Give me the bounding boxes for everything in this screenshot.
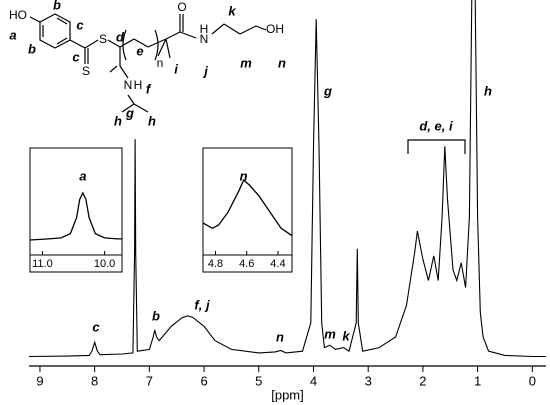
inset-label: n: [240, 168, 248, 183]
structure-label: b: [53, 0, 61, 12]
x-tick-label: 2: [419, 373, 426, 388]
x-tick-label: 4: [310, 373, 317, 388]
structure-label: b: [28, 41, 36, 56]
inset-tick-label: 10.0: [94, 258, 115, 270]
inset-tick-label: 4.4: [270, 258, 285, 270]
x-tick-label: 7: [146, 373, 153, 388]
structure-label: i: [174, 61, 178, 76]
peak-label: h: [484, 83, 492, 98]
structure-label: e: [136, 43, 143, 58]
structure-atom: O: [177, 0, 186, 14]
x-tick-label: 8: [91, 373, 98, 388]
peak-label: f, j: [194, 297, 210, 312]
peak-label: c: [92, 319, 100, 334]
inset-line: [202, 179, 293, 237]
peak-label: b: [152, 308, 160, 323]
inset-frame: [29, 147, 123, 273]
structure-label: c: [72, 49, 80, 64]
structure-bonds: [29, 13, 267, 113]
structure-label: n: [278, 55, 286, 70]
peak-label: g: [323, 83, 332, 98]
inset-tick-label: 4.8: [208, 258, 223, 270]
structure-atom: OH: [266, 22, 284, 36]
inset-frame: [202, 147, 293, 273]
x-tick-label: 5: [255, 373, 262, 388]
structure-atom: HO: [9, 8, 27, 22]
x-tick-label: 1: [474, 373, 481, 388]
structure-label: h: [114, 113, 122, 128]
bracket-label: d, e, i: [419, 118, 453, 133]
structure-atom: N: [200, 32, 209, 46]
x-tick-label: 9: [36, 373, 43, 388]
peak-label: n: [276, 329, 284, 344]
structure-atom: H: [134, 78, 143, 92]
x-tick-label: 0: [529, 373, 536, 388]
structure-atom: N: [124, 78, 133, 92]
structure-atom: S: [82, 64, 90, 78]
structure-label: d: [116, 29, 125, 44]
structure-label: k: [228, 3, 236, 18]
structure-label: f: [146, 81, 152, 96]
plot-area: [29, 0, 546, 358]
inset-line: [29, 191, 122, 241]
x-tick-label: 3: [365, 373, 372, 388]
peak-label: k: [342, 328, 350, 343]
structure-atom: S: [99, 32, 107, 46]
spectrum-line: [29, 0, 546, 358]
inset-label: a: [79, 168, 86, 183]
bracket: [407, 139, 466, 154]
structure-label: a: [9, 27, 16, 42]
structure-label: h: [148, 113, 156, 128]
structure-atom: H: [200, 22, 209, 36]
structure-label: c: [76, 17, 84, 32]
structure-label: j: [202, 63, 208, 78]
peak-label: m: [324, 326, 336, 341]
inset-tick-label: 11.0: [32, 258, 53, 270]
structure-atom: n: [157, 56, 164, 70]
x-tick-label: 6: [200, 373, 207, 388]
structure-label: m: [240, 55, 252, 70]
inset-tick-label: 4.6: [239, 258, 254, 270]
structure-label: g: [125, 105, 134, 120]
x-axis-label: [ppm]: [271, 387, 304, 402]
